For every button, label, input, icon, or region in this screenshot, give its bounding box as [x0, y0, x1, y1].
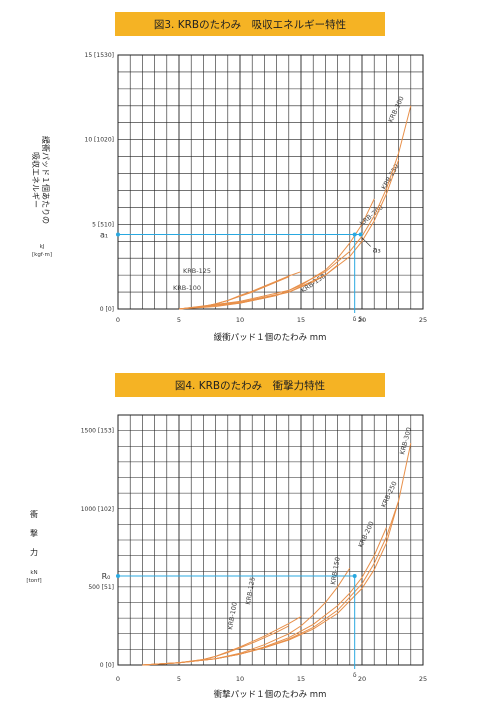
series-line-krb-300 [178, 105, 412, 310]
annotation-s1: δ S₁ [353, 316, 365, 323]
plot-frame [117, 414, 424, 666]
series-label-krb-250: KRB-250 [380, 480, 399, 509]
chart2-ylabel-char1: 衝 [30, 509, 38, 519]
y-tick-label: 1500 [153] [81, 428, 114, 435]
x-tick-label: 25 [419, 316, 427, 324]
chart1-ylabel: 緩衝パッド１個あたりの 吸収エネルギー kJ [kgf·m] [31, 136, 52, 258]
chart1-plot: 0 [0] 5 [510] 10 [1020] 15 [1530] 0 5 10 15 20 25… [85, 52, 428, 324]
x-tick-label: 5 [177, 675, 181, 683]
series-label-krb-300: KRB-300 [387, 95, 406, 124]
chart1-ylabel-line1: 緩衝パッド１個あたりの [41, 136, 51, 224]
series-label-krb-125: KRB-125 [183, 267, 211, 275]
chart1-title-bar [115, 12, 385, 36]
series-line-krb-300 [142, 442, 412, 666]
guide-point [352, 573, 357, 578]
series-label-krb-100: KRB-100 [173, 284, 201, 292]
x-tick-label: 10 [236, 675, 244, 683]
x-tick-label: 5 [177, 316, 181, 324]
x-tick-label: 15 [297, 316, 305, 324]
chart1-xlabel: 緩衝パッド１個のたわみ mm [214, 332, 327, 343]
guide-point [116, 573, 120, 578]
x-tick-label: 25 [419, 675, 427, 683]
y-tick-label: 5 [510] [92, 221, 114, 228]
guide-point [116, 232, 120, 237]
x-tick-label: 10 [236, 316, 244, 324]
y-tick-label: 1000 [102] [81, 506, 114, 513]
annotation-a1: a₁ [100, 230, 108, 239]
y-tick-label: 10 [1020] [85, 137, 115, 144]
x-tick-label: 20 [358, 675, 366, 683]
chart1-yunit-kgfm: [kgf·m] [32, 252, 52, 258]
x-tick-label: 20 [358, 316, 366, 324]
chart1-ylabel-line2: 吸収エネルギー [31, 152, 41, 208]
y-tick-label: 500 [51] [88, 584, 114, 591]
x-tick-label: 0 [116, 675, 120, 683]
y-tick-label: 0 [0] [100, 662, 114, 669]
chart2-yunit-kn: kN [30, 570, 37, 576]
annotation-arrow [361, 237, 371, 247]
series-label-krb-125: KRB-125 [244, 576, 257, 605]
guide-point [352, 232, 357, 237]
series-label-krb-150: KRB-150 [329, 556, 342, 585]
series-line-krb-250 [178, 159, 400, 310]
chart2-xlabel: 衝撃パッド１個のたわみ mm [214, 689, 327, 700]
chart2-title: 図4. KRBのたわみ 衝撃力特性 [175, 379, 325, 392]
chart2-plot: 0 [0] 500 [51] 1000 [102] 1500 [153] 0 5 10 15 2… [81, 414, 427, 683]
series-line-krb-200 [178, 198, 375, 310]
annotation-delta: δ [353, 672, 357, 679]
y-tick-label: 0 [0] [100, 306, 114, 313]
annotation-a3: a₃ [373, 245, 381, 254]
chart2-ylabel: 衝 撃 力 kN [tonf] [26, 509, 41, 584]
chart2-title-bar [115, 373, 385, 397]
x-tick-label: 15 [297, 675, 305, 683]
x-tick-label: 0 [116, 316, 120, 324]
series-line-krb-150 [142, 567, 351, 666]
y-tick-label: 15 [1530] [85, 52, 115, 59]
chart1-yunit-kj: kJ [40, 244, 45, 250]
chart2-yunit-tonf: [tonf] [26, 578, 41, 584]
chart2-ylabel-char2: 撃 [30, 528, 38, 538]
chart1-title: 図3. KRBのたわみ 吸収エネルギー特性 [154, 18, 346, 31]
annotation-r0: R₀ [102, 572, 111, 581]
plot-frame [117, 54, 424, 310]
series-line-krb-250 [142, 500, 400, 666]
chart2-ylabel-char3: 力 [30, 547, 38, 557]
guide-point [358, 232, 363, 237]
